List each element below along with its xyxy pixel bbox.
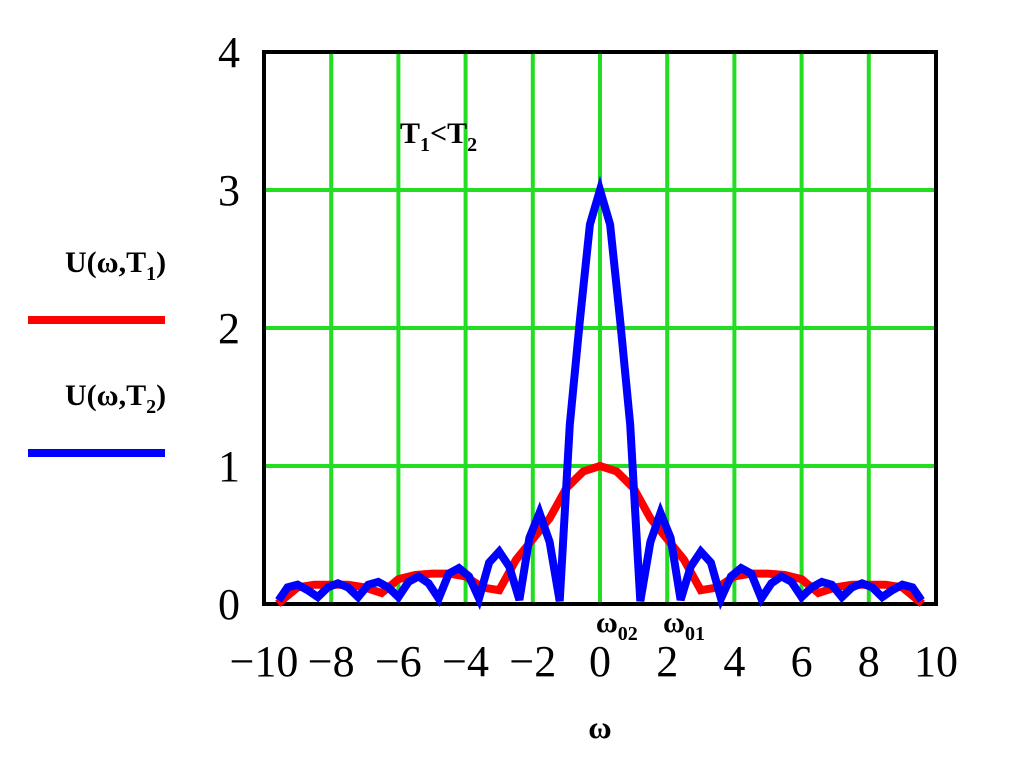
y-tick-label: 2 bbox=[218, 304, 240, 353]
omega-label-01: ω01 bbox=[663, 606, 705, 645]
x-tick-label: −6 bbox=[375, 637, 422, 686]
x-tick-label: 8 bbox=[858, 637, 880, 686]
x-tick-label: 2 bbox=[656, 637, 678, 686]
x-tick-label: 6 bbox=[791, 637, 813, 686]
legend-post: ) bbox=[156, 246, 166, 279]
legend-pre: U(ω,T bbox=[65, 379, 146, 412]
legend-post: ) bbox=[156, 379, 166, 412]
x-tick-label: −2 bbox=[509, 637, 556, 686]
y-tick-labels: 0 1 2 3 4 bbox=[218, 28, 240, 629]
legend-label-2: U(ω,T2) bbox=[65, 379, 166, 418]
legend: U(ω,T1)U(ω,T2) bbox=[28, 246, 166, 457]
y-tick-label: 0 bbox=[218, 580, 240, 629]
x-tick-label: −10 bbox=[230, 637, 299, 686]
y-tick-label: 4 bbox=[218, 28, 240, 77]
x-tick-label: 10 bbox=[914, 637, 958, 686]
y-tick-label: 3 bbox=[218, 166, 240, 215]
grid bbox=[264, 52, 936, 604]
omega-main: ω bbox=[663, 606, 685, 639]
series-group bbox=[275, 175, 925, 611]
legend-sub: 1 bbox=[146, 263, 156, 285]
y-tick-label: 1 bbox=[218, 442, 240, 491]
annotation-main: T bbox=[400, 117, 420, 150]
plot-frame bbox=[262, 50, 938, 606]
x-tick-label: 0 bbox=[589, 637, 611, 686]
annotation-sub2: 2 bbox=[467, 134, 477, 156]
x-tick-label: −4 bbox=[442, 637, 489, 686]
omega-sub: 01 bbox=[685, 623, 705, 645]
x-tick-labels: −10 −8 −6 −4 −2 0 2 4 6 8 10 bbox=[230, 637, 958, 686]
series-line-2 bbox=[275, 175, 925, 611]
omega-labels: ω02 ω01 bbox=[596, 606, 705, 645]
x-tick-label: −8 bbox=[308, 637, 355, 686]
legend-label-1: U(ω,T1) bbox=[65, 246, 166, 285]
omega-main: ω bbox=[596, 606, 618, 639]
omega-sub: 02 bbox=[618, 623, 638, 645]
annotation-mid: <T bbox=[430, 117, 467, 150]
legend-sub: 2 bbox=[146, 396, 156, 418]
x-tick-label: 4 bbox=[723, 637, 745, 686]
x-axis-label: ω bbox=[588, 709, 611, 745]
annotation-sub1: 1 bbox=[420, 134, 430, 156]
legend-pre: U(ω,T bbox=[65, 246, 146, 279]
omega-label-02: ω02 bbox=[596, 606, 638, 645]
annotation-t1-lt-t2: T1<T2 bbox=[400, 117, 477, 156]
